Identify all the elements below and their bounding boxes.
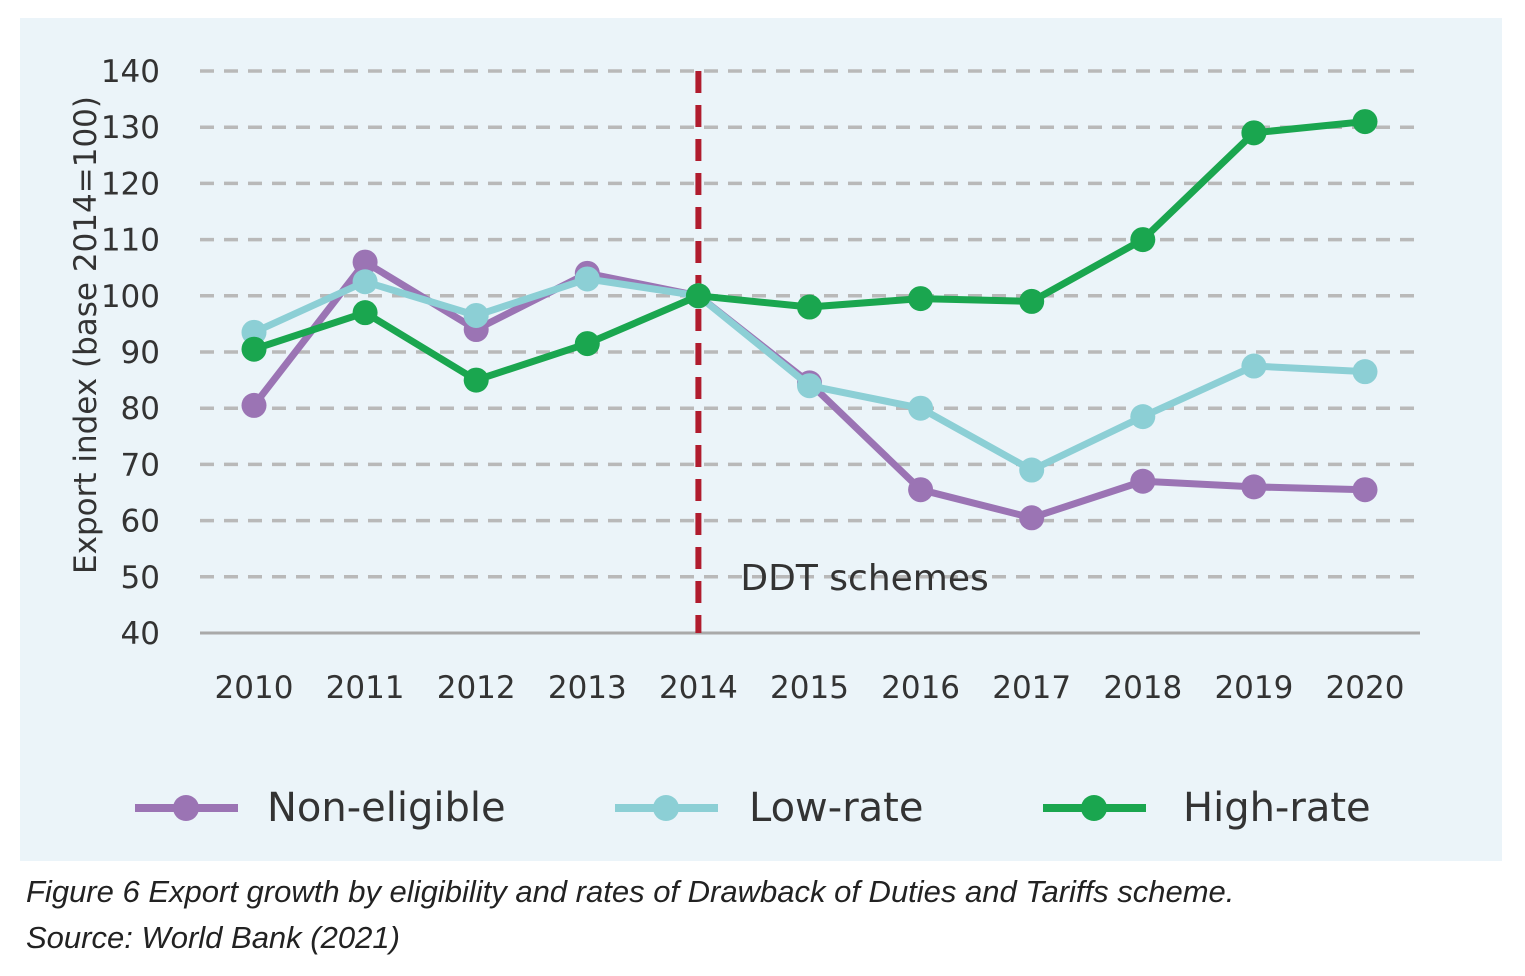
series-lines	[241, 109, 1378, 531]
y-tick-label: 70	[121, 447, 160, 483]
legend-swatch-marker	[1081, 795, 1107, 821]
y-axis-label: Export index (base 2014=100)	[68, 96, 104, 574]
annotations: DDT schemes	[695, 71, 989, 633]
data-point-high-rate	[1352, 109, 1378, 135]
y-tick-label: 130	[101, 110, 160, 146]
x-tick-label: 2020	[1326, 670, 1405, 706]
y-tick-label: 50	[121, 560, 160, 596]
data-point-low-rate	[908, 395, 934, 421]
y-tick-label: 40	[121, 616, 160, 652]
data-point-high-rate	[574, 331, 600, 357]
y-tick-label: 100	[101, 279, 160, 315]
series-line-high-rate	[252, 118, 1366, 384]
data-point-high-rate	[1019, 288, 1045, 314]
data-point-non-eligible	[1352, 477, 1378, 503]
legend-item-low-rate: Low-rate	[615, 785, 923, 831]
x-tick-label: 2012	[437, 670, 516, 706]
data-point-low-rate	[352, 269, 378, 295]
x-tick-label: 2015	[770, 670, 849, 706]
legend-item-non-eligible: Non-eligible	[135, 785, 506, 831]
data-point-non-eligible	[908, 477, 934, 503]
y-tick-label: 120	[101, 166, 160, 202]
data-point-high-rate	[908, 286, 934, 312]
data-point-high-rate	[797, 294, 822, 320]
data-point-high-rate	[463, 367, 489, 393]
y-tick-label: 60	[121, 504, 160, 540]
data-point-low-rate	[797, 373, 822, 399]
legend-item-high-rate: High-rate	[1043, 785, 1371, 831]
y-tick-label: 110	[101, 223, 160, 259]
data-point-non-eligible	[1019, 505, 1045, 531]
series-high-rate	[241, 109, 1378, 393]
data-point-high-rate	[1130, 227, 1156, 253]
legend-label: High-rate	[1183, 785, 1371, 831]
figure-source: Source: World Bank (2021)	[26, 920, 400, 955]
data-point-high-rate	[352, 300, 378, 326]
series-low-rate	[241, 266, 1378, 483]
line-chart: 40 50 60 70 80 90 100 110 120 130 140 2010 2011 2012…	[68, 54, 1420, 831]
y-tick-label: 90	[121, 335, 160, 371]
data-point-low-rate	[1241, 353, 1267, 379]
legend-swatch-marker	[173, 795, 199, 821]
data-point-high-rate	[685, 283, 711, 309]
data-point-non-eligible	[1241, 474, 1267, 500]
data-point-non-eligible	[241, 392, 267, 418]
x-tick-label: 2019	[1214, 670, 1293, 706]
x-tick-label: 2010	[215, 670, 294, 706]
legend: Non-eligible Low-rate High-rate	[135, 785, 1371, 831]
data-point-low-rate	[463, 302, 489, 328]
gridlines	[200, 69, 1420, 635]
x-tick-label: 2016	[881, 670, 960, 706]
y-axis-ticks: 40 50 60 70 80 90 100 110 120 130 140	[101, 54, 160, 652]
y-tick-label: 140	[101, 54, 160, 90]
x-tick-label: 2014	[659, 670, 738, 706]
x-tick-label: 2011	[326, 670, 405, 706]
data-point-low-rate	[1019, 457, 1045, 483]
y-tick-label: 80	[121, 391, 160, 427]
data-point-low-rate	[1130, 404, 1156, 430]
x-tick-label: 2017	[992, 670, 1071, 706]
data-point-low-rate	[574, 266, 600, 292]
data-point-high-rate	[1241, 120, 1267, 146]
data-point-high-rate	[241, 336, 267, 362]
x-axis-ticks: 2010 2011 2012 2013 2014 2015 2016 2017 2018 2019…	[215, 670, 1405, 706]
data-point-low-rate	[1352, 359, 1378, 385]
chart-panel: 40 50 60 70 80 90 100 110 120 130 140 2010 2011 2012…	[20, 18, 1502, 861]
legend-swatch-marker	[653, 795, 679, 821]
figure-caption: Figure 6 Export growth by eligibility an…	[26, 874, 1235, 909]
ddt-schemes-label: DDT schemes	[740, 558, 988, 599]
data-point-non-eligible	[352, 249, 378, 275]
legend-label: Non-eligible	[267, 785, 506, 831]
x-tick-label: 2018	[1103, 670, 1182, 706]
data-point-non-eligible	[1130, 468, 1156, 494]
x-tick-label: 2013	[548, 670, 627, 706]
legend-label: Low-rate	[749, 785, 923, 831]
